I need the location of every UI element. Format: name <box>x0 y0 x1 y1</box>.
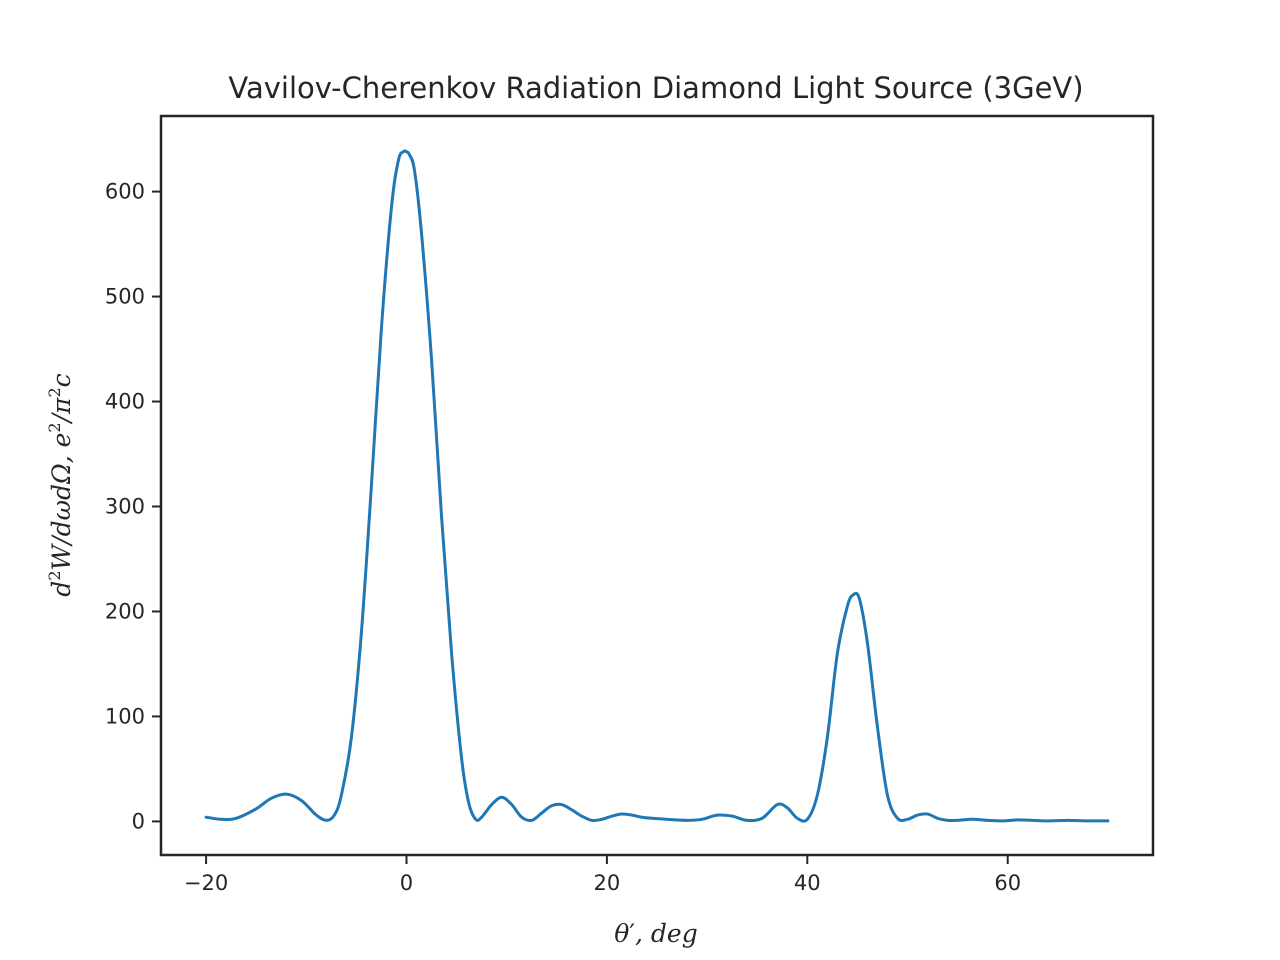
plot-area <box>204 149 1110 823</box>
y-tick-label: 300 <box>105 494 145 518</box>
x-tick-label: −20 <box>184 871 228 895</box>
x-tick-label: 20 <box>594 871 621 895</box>
x-axis-label-theta: θ <box>614 919 629 948</box>
y-axis-label-sup-2: 2 <box>45 422 64 432</box>
x-axis-ticks: −20 0 20 40 60 <box>184 855 1021 895</box>
y-axis-label-sup-3: 2 <box>45 387 64 397</box>
y-tick-label: 200 <box>105 599 145 623</box>
x-tick-label: 0 <box>400 871 413 895</box>
x-axis-label: θ′, deg <box>614 919 697 948</box>
y-axis-ticks: 0 100 200 300 400 500 600 <box>105 180 161 833</box>
y-axis-label-d: d <box>47 581 76 597</box>
y-axis-label-slash-pi: /π <box>47 397 76 424</box>
y-tick-label: 400 <box>105 390 145 414</box>
y-axis-label-sup-1: 2 <box>45 570 64 580</box>
y-tick-label: 100 <box>105 704 145 728</box>
y-tick-label: 500 <box>105 285 145 309</box>
chart-title: Vavilov-Cherenkov Radiation Diamond Ligh… <box>228 71 1083 105</box>
x-axis-label-rest: , deg <box>635 919 698 948</box>
x-tick-label: 40 <box>794 871 821 895</box>
x-axis-label-prime: ′ <box>629 919 635 948</box>
y-tick-label: 600 <box>105 180 145 204</box>
axes-frame <box>159 114 1155 857</box>
y-axis-label-mid: W/dωdΩ, e <box>47 433 76 571</box>
series-line <box>204 149 1110 823</box>
x-tick-label: 60 <box>994 871 1021 895</box>
y-tick-label: 0 <box>132 809 145 833</box>
y-axis-label-c: c <box>47 373 76 387</box>
y-axis-label: d2W/dωdΩ, e2/π2c <box>45 373 76 596</box>
